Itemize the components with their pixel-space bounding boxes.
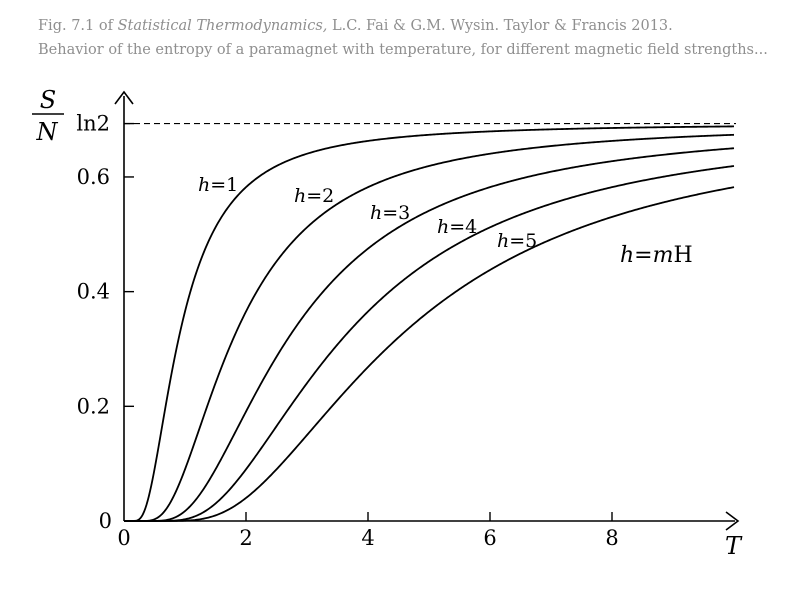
series-label-h3: h=3 [370, 202, 410, 224]
caption-line-1: Fig. 7.1 of Statistical Thermodynamics, … [38, 14, 778, 38]
x-axis-arrowhead [725, 511, 740, 531]
series-label-h1: h=1 [198, 174, 238, 196]
field-definition-annotation: h=mH [620, 243, 693, 268]
y-axis-label-numerator: S [40, 86, 56, 114]
x-tick-label-2: 2 [239, 526, 252, 550]
series-line-h2 [124, 133, 735, 522]
y-axis-label-denominator: N [36, 118, 59, 146]
caption-suffix: L.C. Fai & G.M. Wysin. Taylor & Francis … [327, 18, 673, 34]
y-tick-label-0.2: 0.2 [77, 394, 110, 418]
caption-line-2: Behavior of the entropy of a paramagnet … [38, 42, 768, 58]
y-tick-label-0.6: 0.6 [77, 165, 110, 189]
x-tick-label-0: 0 [117, 526, 130, 550]
x-tick-label-6: 6 [483, 526, 496, 550]
x-tick-label-4: 4 [361, 526, 374, 550]
series-line-h5 [124, 186, 735, 522]
series-curves [124, 125, 735, 522]
caption-book-title: Statistical Thermodynamics, [117, 18, 328, 34]
x-axis-label: T [725, 532, 743, 560]
axis-ticks: 0 2 4 6 8 0 0.2 0.4 0.6 ln2 [76, 112, 618, 550]
y-axis-arrowhead [114, 90, 134, 105]
series-label-h2: h=2 [294, 185, 334, 207]
y-tick-label-0: 0 [99, 509, 112, 533]
caption-prefix: Fig. 7.1 of [38, 18, 118, 34]
series-label-h5: h=5 [497, 230, 537, 252]
series-line-h1 [124, 125, 735, 522]
series-line-h3 [124, 147, 735, 522]
y-tick-label-0.4: 0.4 [77, 280, 110, 304]
series-label-h4: h=4 [437, 216, 477, 238]
x-tick-label-8: 8 [605, 526, 618, 550]
y-tick-label-ln2: ln2 [76, 112, 110, 136]
series-line-h4 [124, 165, 735, 522]
figure-caption: Fig. 7.1 of Statistical Thermodynamics, … [38, 14, 778, 62]
